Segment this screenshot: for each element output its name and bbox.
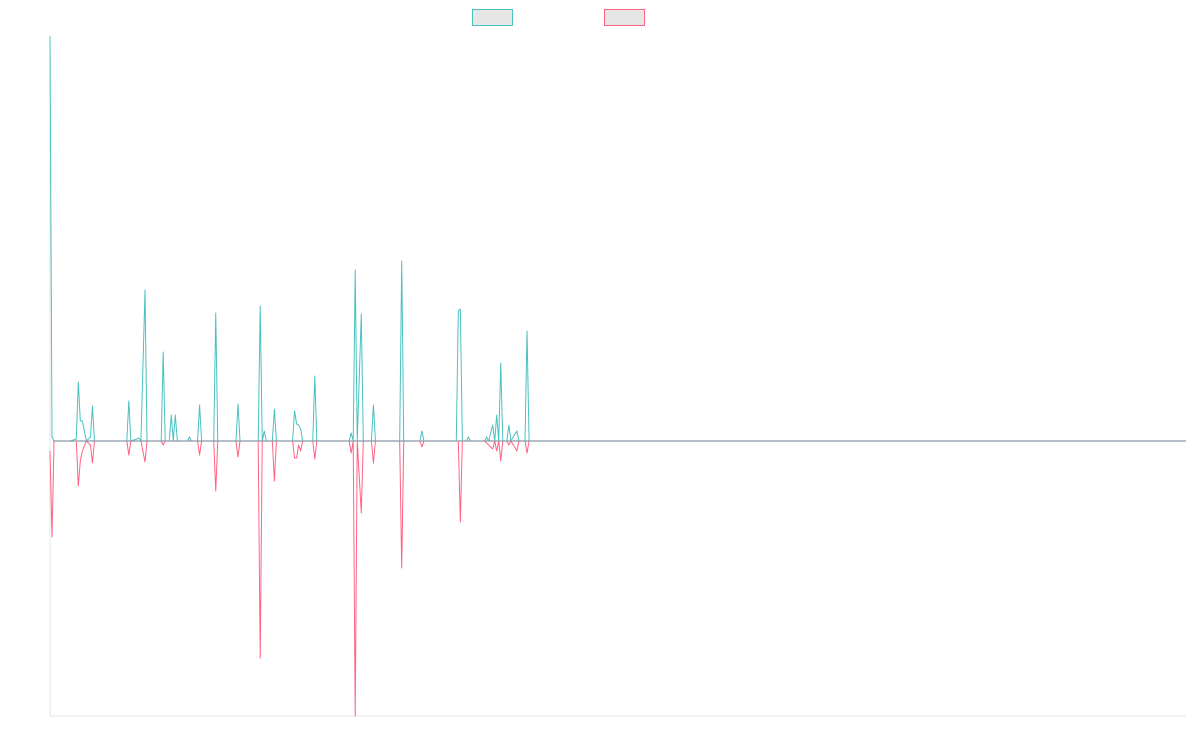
legend-swatch-down[interactable] — [604, 9, 645, 26]
series-line-up — [49, 35, 1186, 442]
series-line-down — [49, 440, 1186, 717]
axes — [49, 36, 1186, 717]
legend-swatch-up[interactable] — [472, 9, 513, 26]
legend[interactable] — [472, 9, 645, 26]
plot-area — [49, 35, 1186, 717]
